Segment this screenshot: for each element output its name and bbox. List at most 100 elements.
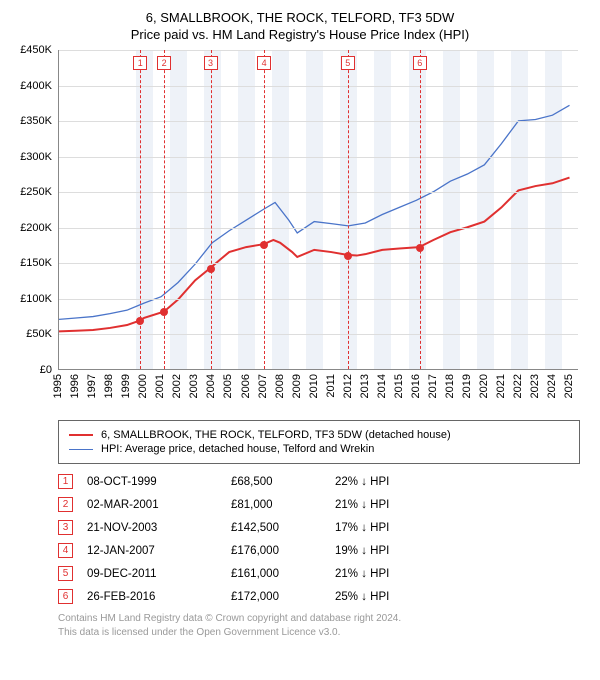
chart-area: £0£50K£100K£150K£200K£250K£300K£350K£400…	[12, 50, 588, 412]
transaction-vline	[420, 50, 421, 369]
x-tick-label: 1998	[103, 374, 115, 398]
legend-item-hpi: HPI: Average price, detached house, Telf…	[69, 443, 569, 455]
x-tick-label: 2004	[205, 374, 217, 398]
x-tick-label: 2021	[495, 374, 507, 398]
transaction-marker: 6	[413, 56, 427, 70]
transaction-dot	[344, 252, 352, 260]
x-tick-label: 2016	[410, 374, 422, 398]
y-tick-label: £100K	[20, 293, 52, 305]
chart-container: 6, SMALLBROOK, THE ROCK, TELFORD, TF3 5D…	[0, 0, 600, 647]
legend-swatch	[69, 449, 93, 450]
x-tick-label: 2002	[171, 374, 183, 398]
transaction-date: 12-JAN-2007	[87, 545, 217, 557]
transaction-vline	[348, 50, 349, 369]
y-tick-label: £400K	[20, 80, 52, 92]
transaction-dot	[207, 265, 215, 273]
x-tick-label: 2022	[512, 374, 524, 398]
transaction-vline	[211, 50, 212, 369]
legend-item-property: 6, SMALLBROOK, THE ROCK, TELFORD, TF3 5D…	[69, 429, 569, 441]
transaction-date: 09-DEC-2011	[87, 568, 217, 580]
x-tick-label: 2001	[154, 374, 166, 398]
transaction-date: 26-FEB-2016	[87, 591, 217, 603]
transaction-hpi-diff: 21% ↓ HPI	[335, 499, 445, 511]
transaction-date: 21-NOV-2003	[87, 522, 217, 534]
x-axis-labels: 1995199619971998199920002001200220032004…	[58, 370, 578, 412]
transaction-table: 1 08-OCT-1999 £68,500 22% ↓ HPI 2 02-MAR-2001…	[58, 474, 580, 604]
transaction-number-box: 2	[58, 497, 73, 512]
transaction-row: 5 09-DEC-2011 £161,000 21% ↓ HPI	[58, 566, 580, 581]
x-tick-label: 1995	[52, 374, 64, 398]
transaction-marker: 3	[204, 56, 218, 70]
transaction-row: 3 21-NOV-2003 £142,500 17% ↓ HPI	[58, 520, 580, 535]
x-tick-label: 2023	[529, 374, 541, 398]
transaction-row: 4 12-JAN-2007 £176,000 19% ↓ HPI	[58, 543, 580, 558]
x-tick-label: 2025	[563, 374, 575, 398]
x-tick-label: 2011	[325, 374, 337, 398]
transaction-price: £81,000	[231, 499, 321, 511]
x-tick-label: 2007	[257, 374, 269, 398]
transaction-marker: 1	[133, 56, 147, 70]
footer-line: This data is licensed under the Open Gov…	[58, 626, 580, 640]
transaction-number-box: 5	[58, 566, 73, 581]
y-tick-label: £250K	[20, 186, 52, 198]
transaction-hpi-diff: 22% ↓ HPI	[335, 476, 445, 488]
transaction-hpi-diff: 17% ↓ HPI	[335, 522, 445, 534]
transaction-row: 1 08-OCT-1999 £68,500 22% ↓ HPI	[58, 474, 580, 489]
y-tick-label: £300K	[20, 151, 52, 163]
chart-subtitle: Price paid vs. HM Land Registry's House …	[12, 27, 588, 42]
x-tick-label: 2020	[478, 374, 490, 398]
y-tick-label: £0	[40, 364, 52, 376]
transaction-marker: 5	[341, 56, 355, 70]
footer-attribution: Contains HM Land Registry data © Crown c…	[58, 612, 580, 639]
x-tick-label: 2014	[376, 374, 388, 398]
x-tick-label: 2000	[137, 374, 149, 398]
x-tick-label: 2019	[461, 374, 473, 398]
series-hpi	[59, 105, 570, 319]
transaction-date: 08-OCT-1999	[87, 476, 217, 488]
y-tick-label: £50K	[26, 328, 52, 340]
legend-label: HPI: Average price, detached house, Telf…	[101, 443, 374, 455]
chart-title: 6, SMALLBROOK, THE ROCK, TELFORD, TF3 5D…	[12, 10, 588, 25]
transaction-price: £142,500	[231, 522, 321, 534]
y-tick-label: £450K	[20, 44, 52, 56]
transaction-price: £161,000	[231, 568, 321, 580]
legend: 6, SMALLBROOK, THE ROCK, TELFORD, TF3 5D…	[58, 420, 580, 464]
transaction-hpi-diff: 19% ↓ HPI	[335, 545, 445, 557]
transaction-number-box: 3	[58, 520, 73, 535]
x-tick-label: 2013	[359, 374, 371, 398]
transaction-number-box: 1	[58, 474, 73, 489]
transaction-dot	[416, 244, 424, 252]
transaction-number-box: 6	[58, 589, 73, 604]
transaction-marker: 4	[257, 56, 271, 70]
transaction-number-box: 4	[58, 543, 73, 558]
transaction-row: 2 02-MAR-2001 £81,000 21% ↓ HPI	[58, 497, 580, 512]
x-tick-label: 2008	[274, 374, 286, 398]
y-tick-label: £200K	[20, 222, 52, 234]
x-tick-label: 2024	[546, 374, 558, 398]
transaction-price: £172,000	[231, 591, 321, 603]
legend-swatch	[69, 434, 93, 436]
plot-area: 12 3 4 5 6	[58, 50, 578, 370]
x-tick-label: 2018	[444, 374, 456, 398]
transaction-dot	[160, 308, 168, 316]
legend-label: 6, SMALLBROOK, THE ROCK, TELFORD, TF3 5D…	[101, 429, 451, 441]
x-tick-label: 2006	[240, 374, 252, 398]
x-tick-label: 2005	[222, 374, 234, 398]
x-tick-label: 2009	[291, 374, 303, 398]
y-axis-labels: £0£50K£100K£150K£200K£250K£300K£350K£400…	[12, 50, 56, 370]
x-tick-label: 2015	[393, 374, 405, 398]
y-tick-label: £150K	[20, 257, 52, 269]
transaction-date: 02-MAR-2001	[87, 499, 217, 511]
x-tick-label: 2010	[308, 374, 320, 398]
transaction-price: £176,000	[231, 545, 321, 557]
transaction-hpi-diff: 25% ↓ HPI	[335, 591, 445, 603]
x-tick-label: 1996	[69, 374, 81, 398]
x-tick-label: 1997	[86, 374, 98, 398]
series-property	[59, 178, 570, 332]
x-tick-label: 2003	[188, 374, 200, 398]
transaction-price: £68,500	[231, 476, 321, 488]
transaction-marker: 2	[157, 56, 171, 70]
x-tick-label: 1999	[120, 374, 132, 398]
transaction-hpi-diff: 21% ↓ HPI	[335, 568, 445, 580]
transaction-vline	[164, 50, 165, 369]
